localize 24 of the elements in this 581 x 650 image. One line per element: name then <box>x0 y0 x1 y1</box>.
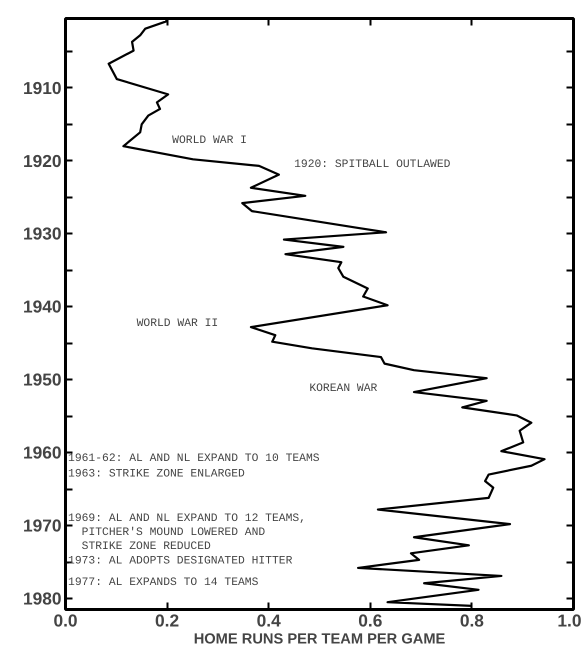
y-tick-label: 1910 <box>22 78 62 98</box>
annotation: 1961-62: AL AND NL EXPAND TO 10 TEAMS <box>68 453 320 466</box>
annotation: 1973: AL ADOPTS DESIGNATED HITTER <box>68 555 293 568</box>
y-tick-label: 1960 <box>22 442 62 463</box>
annotation: WORLD WAR I <box>172 135 247 148</box>
x-axis-title: HOME RUNS PER TEAM PER GAME <box>194 632 446 648</box>
y-tick-label: 1970 <box>22 516 62 536</box>
annotation: 1920: SPITBALL OUTLAWED <box>294 159 451 172</box>
y-tick-label: 1920 <box>22 150 62 171</box>
annotation: 1969: AL AND NL EXPAND TO 12 TEAMS, PITCHER'S MOUND LOWERED AND STRIKE ZONE REDUCED <box>68 513 306 553</box>
y-tick-label: 1930 <box>22 224 62 244</box>
x-tick-label: 0.8 <box>460 610 484 630</box>
annotation: WORLD WAR II <box>136 318 218 330</box>
y-tick-label: 1950 <box>22 370 62 390</box>
annotation: 1963: STRIKE ZONE ENLARGED <box>68 468 245 481</box>
annotation: KOREAN WAR <box>309 383 378 396</box>
x-tick-label: 1.0 <box>557 610 581 630</box>
x-tick-label: 0.6 <box>358 610 383 630</box>
x-tick-label: 0.0 <box>53 610 78 630</box>
y-tick-label: 1940 <box>22 296 62 317</box>
y-tick-label: 1980 <box>22 588 62 609</box>
x-tick-label: 0.4 <box>256 610 282 630</box>
x-tick-label: 0.2 <box>155 610 180 630</box>
annotation: 1977: AL EXPANDS TO 14 TEAMS <box>68 577 259 590</box>
